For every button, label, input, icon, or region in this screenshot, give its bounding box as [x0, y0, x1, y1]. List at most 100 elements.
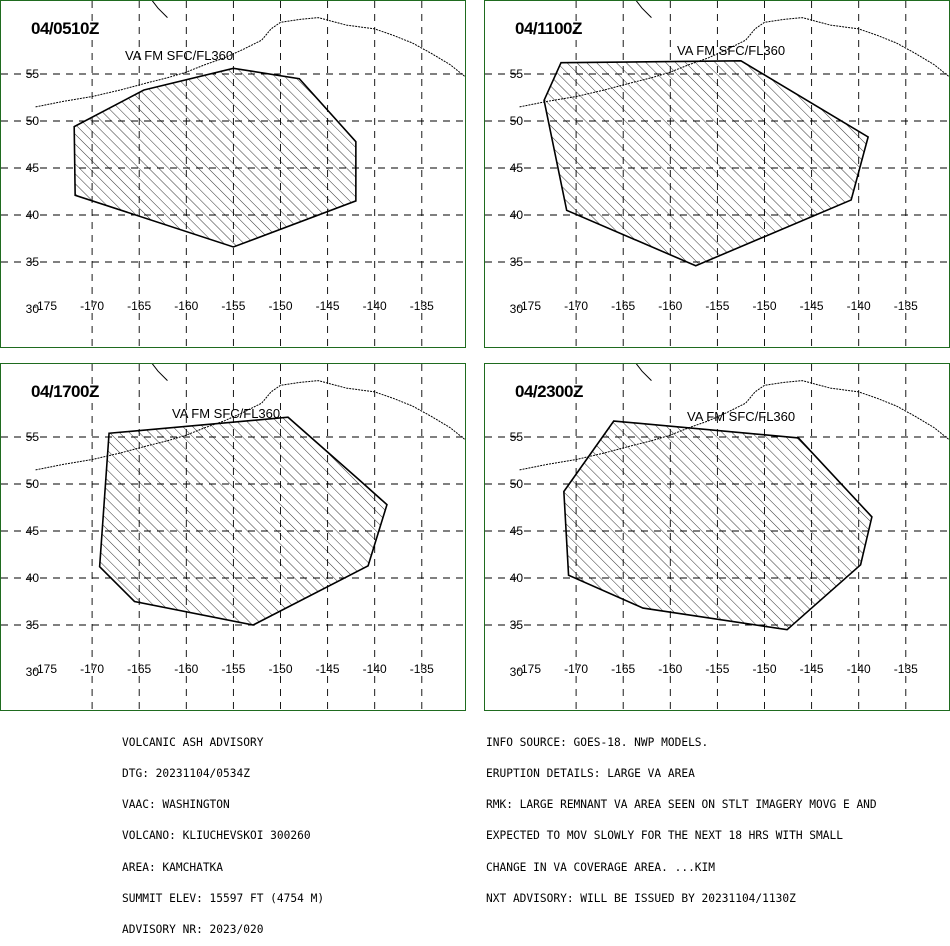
longitude-tick-label: -140	[363, 662, 387, 676]
map-canvas: 55 50 45 40 35 30-175 -170 -165 -160 -155 -150 -145…	[1, 1, 465, 347]
longitude-tick-label: -150	[752, 299, 776, 313]
longitude-tick-label: -145	[800, 662, 824, 676]
ash-cloud-polygon	[543, 60, 870, 267]
latitude-tick-label: 55	[26, 67, 40, 81]
latitude-tick-label: 50	[26, 114, 40, 128]
latitude-tick-label: 40	[510, 208, 524, 222]
latitude-tick-label: 40	[26, 571, 40, 585]
latitude-tick-label: 30	[26, 302, 40, 316]
map-panel-2: 55 50 45 40 35 30 -175 -170 -165 -160 -155 -150 -145…	[484, 0, 950, 348]
latitude-tick-label: 30	[510, 665, 524, 679]
map-panel-3: 55 50 45 40 35 30 -175 -170 -165 -160 -155 -150 -145…	[0, 363, 466, 711]
map-canvas: 55 50 45 40 35 30-175 -170 -165 -160 -155 -150 -145…	[485, 1, 949, 347]
ash-cloud-polygon	[73, 67, 357, 248]
valid-time-label: 04/0510Z	[31, 19, 99, 38]
latitude-tick-label: 55	[510, 430, 524, 444]
valid-time-label: 04/1100Z	[515, 19, 582, 38]
map-canvas: 55 50 45 40 35 30-175 -170 -165 -160 -155 -150 -145…	[1, 364, 465, 710]
advisory-line: ERUPTION DETAILS: LARGE VA AREA	[486, 767, 695, 781]
advisory-line: ADVISORY NR: 2023/020	[122, 923, 264, 937]
latitude-tick-label: 50	[26, 477, 40, 491]
longitude-tick-label: -145	[316, 662, 340, 676]
advisory-line: INFO SOURCE: GOES-18. NWP MODELS.	[486, 735, 709, 749]
advisory-remarks-block: INFO SOURCE: GOES-18. NWP MODELS. ERUPTI…	[486, 717, 877, 915]
valid-time-label: 04/2300Z	[515, 382, 583, 401]
va-altitude-label: VA FM SFC/FL360	[125, 48, 234, 63]
longitude-tick-label: -135	[894, 299, 918, 313]
va-altitude-label: VA FM SFC/FL360	[172, 406, 281, 421]
ash-cloud-polygon	[98, 416, 388, 626]
va-altitude-label: VA FM SFC/FL360	[687, 409, 796, 424]
longitude-tick-label: -175	[33, 299, 57, 313]
advisory-line: EXPECTED TO MOV SLOWLY FOR THE NEXT 18 H…	[486, 829, 843, 843]
longitude-tick-label: -165	[127, 662, 151, 676]
longitude-tick-label: -150	[268, 662, 292, 676]
advisory-line: RMK: LARGE REMNANT VA AREA SEEN ON STLT …	[486, 798, 877, 812]
longitude-tick-label: -170	[564, 299, 588, 313]
longitude-tick-label: -160	[658, 662, 682, 676]
map-panel-4: 55 50 45 40 35 30 -175 -170 -165 -160 -155 -150 -145…	[484, 363, 950, 711]
longitude-tick-label: -135	[410, 662, 434, 676]
ash-cloud-polygon	[563, 420, 873, 631]
longitude-tick-label: -160	[658, 299, 682, 313]
longitude-tick-label: -135	[410, 299, 434, 313]
advisory-line: NXT ADVISORY: WILL BE ISSUED BY 20231104…	[486, 891, 796, 905]
longitude-tick-label: -160	[174, 299, 198, 313]
longitude-tick-label: -155	[705, 299, 729, 313]
latitude-tick-label: 45	[510, 161, 524, 175]
advisory-line: CHANGE IN VA COVERAGE AREA. ...KIM	[486, 860, 716, 874]
coastline	[151, 364, 168, 381]
advisory-line: VOLCANIC ASH ADVISORY	[122, 735, 264, 749]
advisory-line: SUMMIT ELEV: 15597 FT (4754 M)	[122, 891, 325, 905]
latitude-tick-label: 55	[26, 430, 40, 444]
latitude-tick-label: 35	[510, 255, 524, 269]
longitude-tick-label: -155	[221, 662, 245, 676]
advisory-line: VAAC: WASHINGTON	[122, 798, 230, 812]
longitude-tick-label: -150	[752, 662, 776, 676]
longitude-tick-label: -170	[80, 299, 104, 313]
longitude-tick-label: -155	[705, 662, 729, 676]
longitude-tick-label: -150	[268, 299, 292, 313]
valid-time-label: 04/1700Z	[31, 382, 99, 401]
advisory-line: DTG: 20231104/0534Z	[122, 767, 250, 781]
latitude-tick-label: 30	[26, 665, 40, 679]
latitude-tick-label: 45	[26, 161, 40, 175]
longitude-tick-label: -140	[847, 299, 871, 313]
coastline	[635, 364, 652, 381]
advisory-line: VOLCANO: KLIUCHEVSKOI 300260	[122, 829, 311, 843]
latitude-tick-label: 40	[510, 571, 524, 585]
latitude-tick-label: 55	[510, 67, 524, 81]
advisory-header-block: VOLCANIC ASH ADVISORY DTG: 20231104/0534…	[122, 717, 324, 946]
longitude-tick-label: -160	[174, 662, 198, 676]
longitude-tick-label: -170	[80, 662, 104, 676]
map-canvas: 55 50 45 40 35 30-175 -170 -165 -160 -155 -150 -145…	[485, 364, 949, 710]
longitude-tick-label: -140	[363, 299, 387, 313]
latitude-tick-label: 50	[510, 114, 524, 128]
advisory-line: AREA: KAMCHATKA	[122, 860, 224, 874]
longitude-tick-label: -175	[517, 299, 541, 313]
latitude-tick-label: 50	[510, 477, 524, 491]
longitude-tick-label: -135	[894, 662, 918, 676]
longitude-tick-label: -170	[564, 662, 588, 676]
longitude-tick-label: -140	[847, 662, 871, 676]
coastline	[151, 1, 168, 18]
longitude-tick-label: -145	[316, 299, 340, 313]
map-panel-1: 55 50 45 40 35 30 -175 -170 -165 -160 -155 -150 -145…	[0, 0, 466, 348]
longitude-tick-label: -165	[127, 299, 151, 313]
latitude-tick-label: 45	[26, 524, 40, 538]
longitude-tick-label: -165	[611, 299, 635, 313]
latitude-tick-label: 35	[26, 618, 40, 632]
latitude-tick-label: 35	[26, 255, 40, 269]
va-altitude-label: VA FM SFC/FL360	[677, 43, 786, 58]
longitude-tick-label: -155	[221, 299, 245, 313]
latitude-tick-label: 45	[510, 524, 524, 538]
longitude-tick-label: -145	[800, 299, 824, 313]
latitude-tick-label: 40	[26, 208, 40, 222]
longitude-tick-label: -175	[517, 662, 541, 676]
latitude-tick-label: 30	[510, 302, 524, 316]
longitude-tick-label: -175	[33, 662, 57, 676]
coastline	[35, 17, 465, 108]
coastline	[635, 1, 652, 18]
longitude-tick-label: -165	[611, 662, 635, 676]
latitude-tick-label: 35	[510, 618, 524, 632]
